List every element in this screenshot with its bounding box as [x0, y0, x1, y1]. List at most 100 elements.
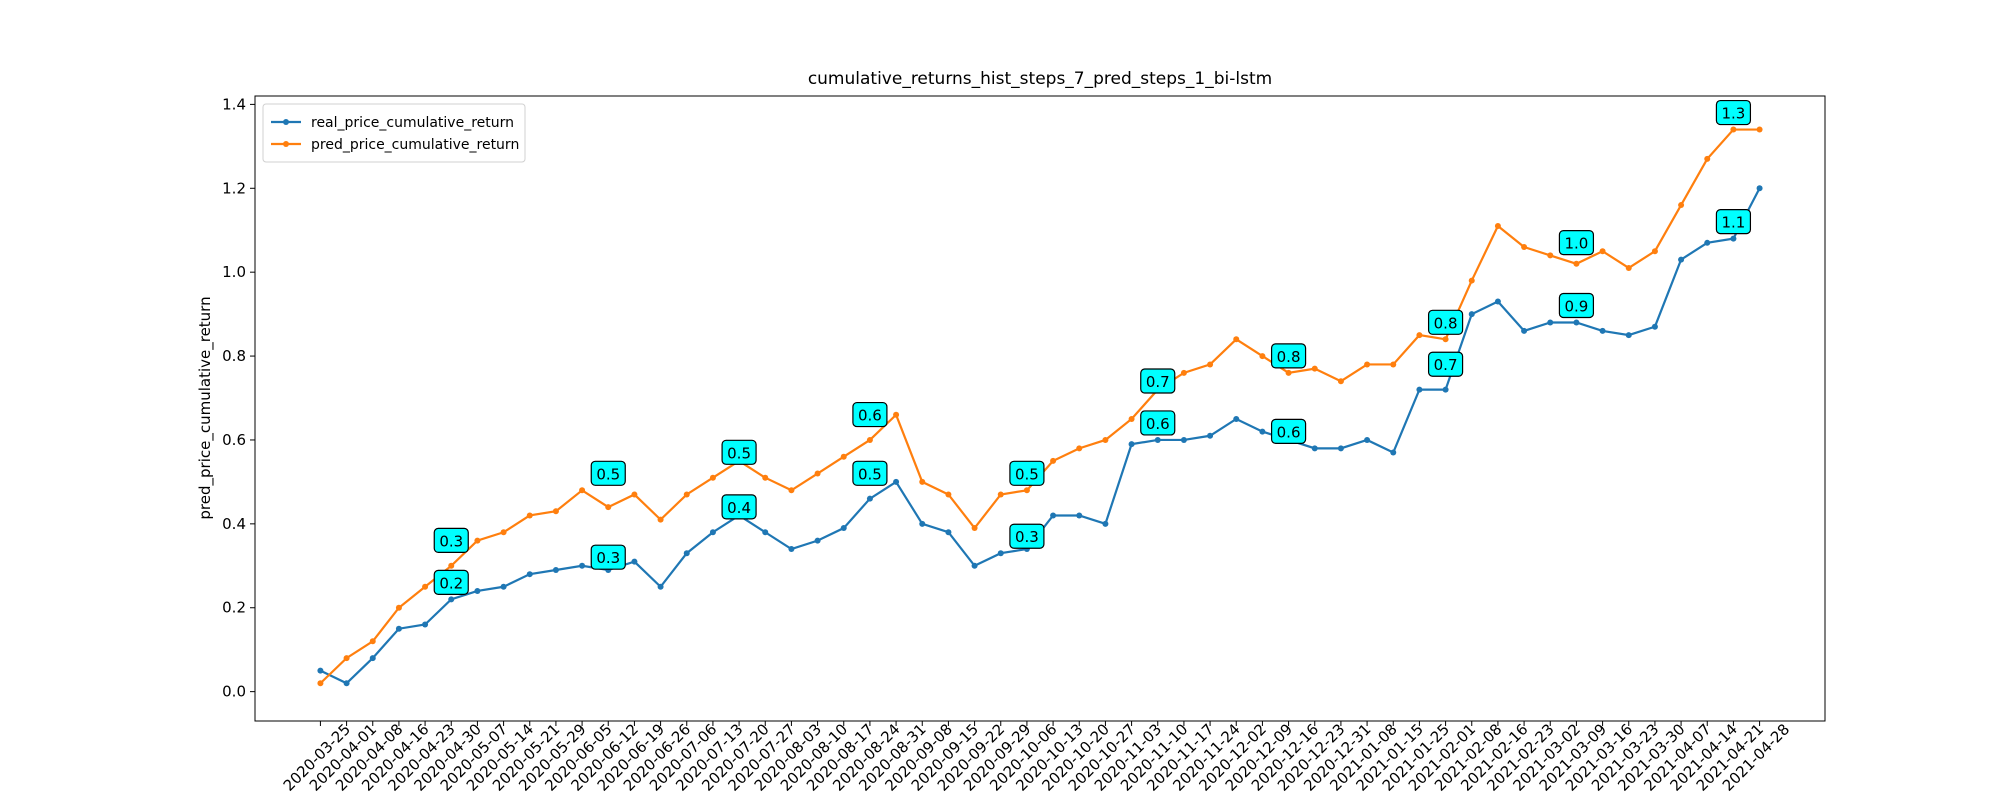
series-marker	[526, 512, 533, 519]
annotation-label: 0.4	[727, 499, 751, 517]
series-marker	[1050, 457, 1057, 464]
series-marker	[395, 625, 402, 632]
series-marker	[919, 478, 926, 485]
series-marker	[1704, 239, 1711, 246]
annotation-label: 0.7	[1146, 373, 1170, 391]
series-marker	[1494, 298, 1501, 305]
series-marker	[605, 504, 612, 511]
annotation-box	[721, 494, 757, 520]
annotation-label: 0.8	[1277, 348, 1301, 366]
series-marker	[1599, 248, 1606, 255]
series-marker	[814, 537, 821, 544]
series-marker	[657, 583, 664, 590]
series-marker	[1416, 386, 1423, 393]
series-marker	[1547, 319, 1554, 326]
annotation-box	[1427, 309, 1464, 335]
series-marker	[1468, 277, 1475, 284]
series-marker	[1494, 223, 1501, 230]
legend-box	[262, 103, 526, 163]
series-marker	[369, 655, 376, 662]
series-marker	[631, 558, 638, 565]
series-marker	[762, 474, 769, 481]
series-marker	[1364, 436, 1371, 443]
series-marker	[1364, 361, 1371, 368]
series-marker	[579, 487, 586, 494]
annotation-label: 0.5	[727, 444, 751, 462]
series-marker	[945, 491, 952, 498]
series-marker	[709, 529, 716, 536]
series-marker	[1180, 436, 1187, 443]
annotation-box	[433, 569, 469, 595]
series-marker	[657, 516, 664, 523]
annotation-box	[1558, 292, 1595, 319]
y-tick-label: 0.6	[222, 431, 246, 449]
series-marker	[448, 562, 455, 569]
series-marker	[997, 491, 1004, 498]
series-marker	[631, 491, 638, 498]
series-marker	[866, 436, 873, 443]
annotation-box	[1140, 410, 1176, 436]
series-marker	[971, 525, 978, 532]
series-line	[319, 187, 1761, 685]
annotation-box	[852, 401, 888, 428]
series-marker	[422, 621, 429, 628]
series-marker	[1730, 126, 1737, 133]
annotation-box	[590, 460, 626, 486]
annotation-label: 0.6	[858, 407, 882, 425]
series-marker	[709, 474, 716, 481]
annotation-box	[1009, 523, 1045, 549]
series-marker	[1259, 428, 1266, 435]
series-marker	[1651, 248, 1658, 255]
annotation-box	[590, 544, 626, 570]
y-tick-label: 0.4	[222, 515, 246, 533]
annotation-label: 1.0	[1564, 235, 1588, 253]
series-marker	[683, 491, 690, 498]
series-marker	[1285, 369, 1292, 376]
series-marker	[1442, 386, 1449, 393]
series-marker	[500, 529, 507, 536]
series-marker	[369, 638, 376, 645]
legend-marker	[283, 141, 289, 147]
series-marker	[1599, 327, 1606, 334]
legend-marker	[283, 119, 289, 125]
series-marker	[919, 520, 926, 527]
series-marker	[814, 470, 821, 477]
series-marker	[1128, 441, 1135, 448]
series-marker	[1651, 323, 1658, 330]
y-tick-label: 0.2	[222, 599, 246, 617]
annotation-label: 0.5	[596, 465, 620, 483]
series-marker	[422, 583, 429, 590]
series-marker	[1337, 445, 1344, 452]
series-marker	[1442, 336, 1449, 343]
annotation-box	[1427, 351, 1464, 377]
y-tick-label: 1.2	[222, 179, 246, 197]
series-marker	[840, 525, 847, 532]
series-marker	[1128, 415, 1135, 422]
y-axis-label: pred_price_cumulative_return	[196, 296, 215, 519]
annotation-label: 1.1	[1721, 214, 1745, 232]
annotation-box	[1009, 460, 1045, 486]
series-marker	[1259, 353, 1266, 360]
series-marker	[526, 571, 533, 578]
series-marker	[1233, 415, 1240, 422]
series-marker	[893, 478, 900, 485]
series-line	[319, 128, 1760, 685]
annotation-box	[852, 460, 888, 486]
annotation-label: 0.3	[1015, 528, 1039, 546]
y-tick-label: 1.0	[222, 263, 246, 281]
annotation-label: 0.2	[439, 574, 463, 592]
series-marker	[1050, 512, 1057, 519]
annotation-label: 0.6	[1146, 415, 1170, 433]
series-marker	[1076, 445, 1083, 452]
series-marker	[500, 583, 507, 590]
annotation-label: 0.9	[1564, 298, 1588, 316]
annotation-box	[1270, 418, 1307, 444]
series-marker	[317, 680, 324, 687]
series-marker	[552, 508, 559, 515]
series-marker	[893, 411, 900, 418]
series-marker	[343, 655, 350, 662]
y-tick-label: 0.0	[222, 683, 246, 701]
series-marker	[1102, 520, 1109, 527]
series-marker	[579, 562, 586, 569]
